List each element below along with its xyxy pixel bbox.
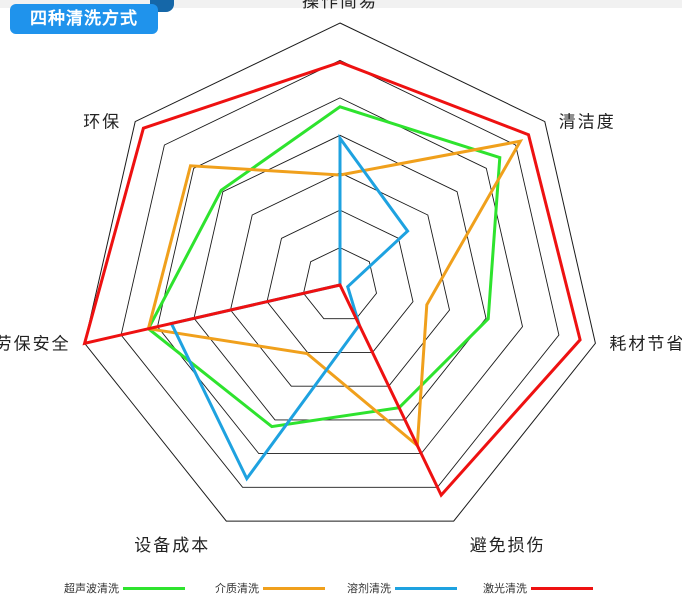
chart-legend: 超声波清洗 介质清洗 溶剂清洗 激光清洗: [0, 578, 682, 598]
axis-label-2: 耗材节省: [609, 334, 682, 354]
legend-swatch-1: [263, 586, 325, 590]
series-line-1: [146, 139, 524, 449]
legend-item-3: 激光清洗: [483, 578, 593, 598]
legend-item-2: 溶剂清洗: [347, 578, 457, 598]
grid-ring-7: [84, 22, 596, 522]
axis-label-6: 环保: [83, 113, 121, 133]
grid-ring-5: [157, 97, 523, 455]
grid-ring-3: [230, 172, 450, 387]
axis-label-5: 劳保安全: [0, 334, 71, 354]
legend-swatch-0: [123, 586, 185, 590]
legend-label-1: 介质清洗: [215, 582, 259, 595]
axis-label-0: 操作简易: [302, 0, 378, 12]
legend-item-1: 介质清洗: [215, 578, 325, 598]
series-line-3: [82, 60, 582, 498]
axis-label-1: 清洁度: [559, 113, 616, 133]
legend-swatch-2: [395, 586, 457, 590]
radar-series-group: [82, 60, 582, 498]
top-bar: [0, 0, 682, 8]
axis-label-3: 避免损伤: [470, 536, 546, 556]
legend-label-0: 超声波清洗: [64, 582, 119, 595]
series-line-0: [146, 105, 502, 429]
chart-title-badge: 四种清洗方式: [10, 4, 158, 34]
radar-grid: [84, 22, 596, 522]
series-line-2: [169, 133, 410, 482]
axis-label-4: 设备成本: [134, 536, 210, 556]
legend-swatch-3: [531, 586, 593, 590]
grid-ring-4: [193, 134, 487, 421]
legend-label-3: 激光清洗: [483, 582, 527, 595]
legend-item-0: 超声波清洗: [64, 578, 185, 598]
grid-ring-6: [120, 59, 560, 488]
legend-label-2: 溶剂清洗: [347, 582, 391, 595]
